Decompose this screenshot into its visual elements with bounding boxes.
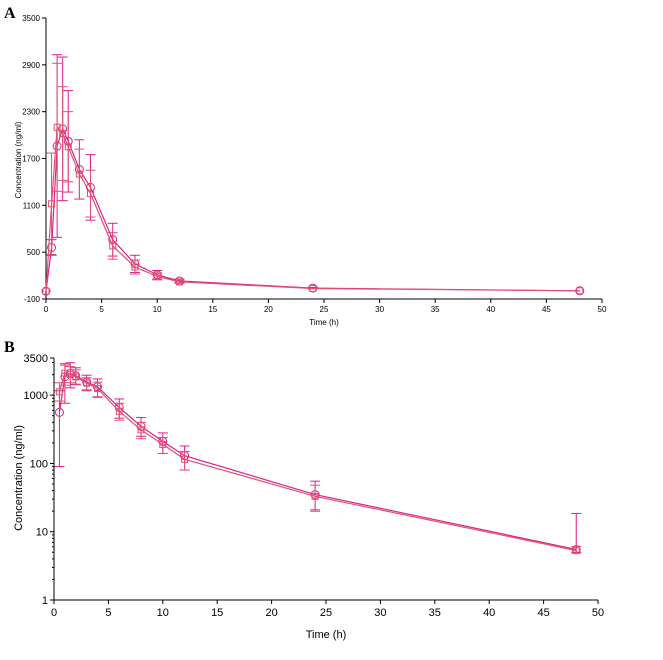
panel-b-y-tick-label: 10 [36, 527, 48, 539]
panel-b-data-point [311, 492, 319, 500]
panel-b-x-tick-label: 35 [429, 607, 441, 619]
panel-a-marks [41, 54, 585, 296]
panel-b-y-tick-label: 1000 [24, 390, 48, 402]
panel-b-x-tick-label: 15 [211, 607, 223, 619]
panel-a-x-tick-label: 0 [44, 305, 49, 314]
panel-a-chart: 0 5 10 15 20 25 30 35 40 45 50 -100 500 1100 1700 2300 2… [14, 14, 607, 327]
panel-b-data-point [83, 379, 91, 387]
panel-a-data-point [576, 287, 584, 295]
panel-b-y-tick-label: 3500 [24, 353, 48, 365]
panel-a-x-tick-label: 10 [153, 305, 162, 314]
panel-b-x-tick-label: 10 [157, 607, 169, 619]
panel-a-data-point [86, 190, 94, 198]
panel-a-x-tick-label: 30 [375, 305, 384, 314]
panel-b-data-point [72, 373, 80, 381]
panel-b-x-tick-label: 50 [592, 607, 604, 619]
panel-b-x-tick-label: 0 [51, 607, 57, 619]
panel-a-data-point [42, 287, 50, 295]
panel-b-series-line [58, 372, 577, 552]
panel-b-ticks: 0 5 10 15 20 25 30 35 40 45 50 1 10 100 1000 3500 [24, 353, 605, 619]
panel-a-data-point [53, 123, 61, 131]
panel-b-y-title: Concentration (ng/ml) [13, 425, 25, 531]
panel-b-y-tick-label: 100 [30, 458, 48, 470]
panel-b-x-tick-label: 40 [483, 607, 495, 619]
panel-a-series-line [45, 125, 580, 292]
panel-a-data-point [175, 278, 183, 286]
panel-a-y-tick-label: 1700 [22, 155, 40, 164]
panel-b-x-tick-label: 5 [105, 607, 111, 619]
panel-a-data-point [309, 284, 317, 292]
panel-b-data-point [54, 407, 64, 417]
panel-a-x-tick-label: 40 [486, 305, 495, 314]
panel-a-y-tick-label: -100 [24, 295, 41, 304]
panel-b-data-point [61, 369, 69, 377]
panel-a-y-title: Concentration (ng/ml) [14, 121, 23, 198]
panel-b-x-tick-label: 45 [537, 607, 549, 619]
panel-b-chart: 0 5 10 15 20 25 30 35 40 45 50 1 10 100 1000 3500 Time … [13, 353, 604, 641]
panel-b-data-point [181, 455, 189, 463]
panel-a-data-point [48, 200, 56, 208]
panel-b-y-tick-label: 1 [42, 595, 48, 607]
panel-a-x-tick-label: 15 [208, 305, 217, 314]
panel-b-label: B [4, 339, 15, 356]
panel-b-data-point [159, 440, 167, 448]
panel-a-data-point [59, 130, 67, 138]
panel-b-x-tick-label: 30 [374, 607, 386, 619]
panel-b-series-line [58, 372, 577, 550]
panel-b-x-tick-label: 25 [320, 607, 332, 619]
panel-a-x-tick-label: 5 [99, 305, 104, 314]
panel-b-data-point [572, 547, 580, 555]
panel-b-data-point [115, 407, 123, 415]
panel-b-x-tick-label: 20 [265, 607, 277, 619]
panel-a-ticks: 0 5 10 15 20 25 30 35 40 45 50 -100 500 1100 1700 2300 2… [22, 14, 607, 314]
panel-a-data-point [109, 242, 117, 250]
panel-b-data-point [94, 385, 102, 393]
panel-a-y-tick-label: 2300 [22, 108, 40, 117]
panel-a-y-tick-label: 1100 [23, 201, 41, 210]
panel-a-data-point [153, 272, 161, 280]
panel-a-x-tick-label: 25 [320, 305, 329, 314]
panel-a-series-line [45, 127, 580, 292]
panel-a-y-tick-label: 3500 [22, 14, 40, 23]
panel-b-marks [54, 362, 582, 555]
panel-a-x-tick-label: 20 [264, 305, 273, 314]
panel-a-x-title: Time (h) [309, 318, 339, 327]
panel-a-y-tick-label: 500 [27, 248, 41, 257]
panel-a-x-tick-label: 50 [598, 305, 607, 314]
panel-a-y-tick-label: 2900 [22, 61, 40, 70]
panel-b-data-point [137, 426, 145, 434]
panel-a-x-tick-label: 45 [542, 305, 551, 314]
panel-b-data-point [55, 388, 63, 396]
panel-a-data-point [64, 143, 72, 151]
panel-b-x-title: Time (h) [306, 629, 347, 641]
panel-a-x-tick-label: 35 [431, 305, 440, 314]
panel-a-label: A [4, 5, 16, 22]
panel-a-data-point [131, 263, 139, 271]
panel-a-data-point [75, 170, 83, 178]
